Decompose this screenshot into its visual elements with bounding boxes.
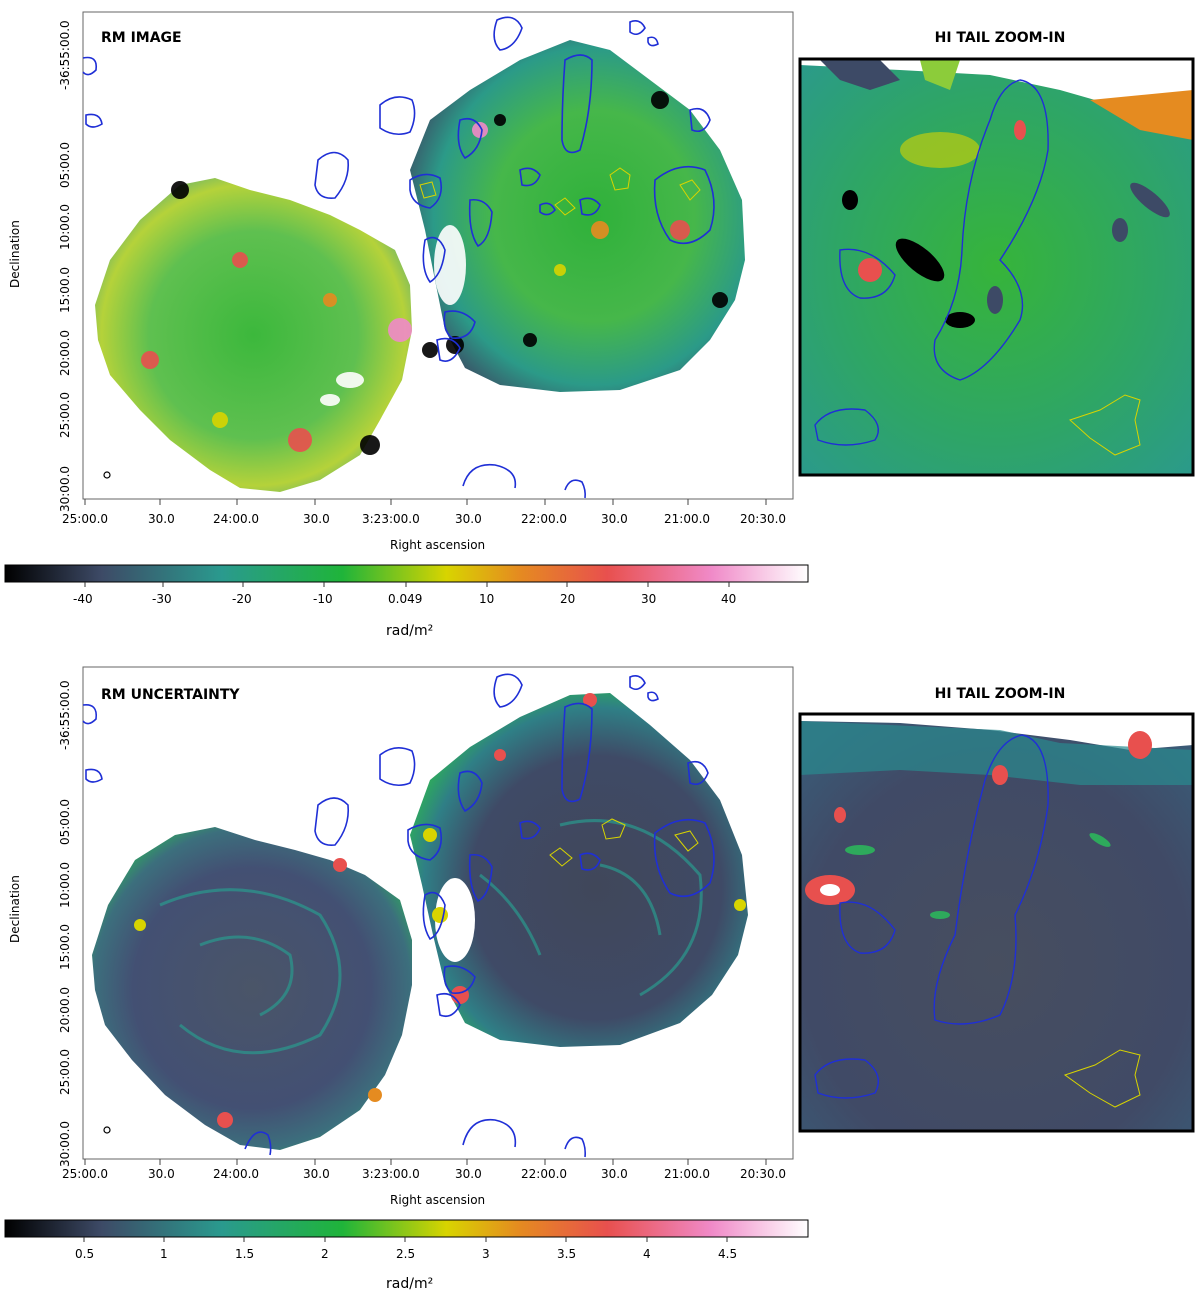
unc-colorbar-ticks <box>83 1237 728 1242</box>
rm-y-axis-label: Declination <box>8 220 22 288</box>
unc-x-tick: 25:00.0 <box>62 1167 109 1181</box>
unc-filaments <box>159 819 703 1055</box>
rm-image-figure <box>4 11 1195 587</box>
rm-inset-yellow-contour <box>1069 394 1141 456</box>
unc-y-tick: 05:00.0 <box>58 798 72 845</box>
rm-uncertainty-panel: RM UNCERTAINTY HI TAIL ZOOM-IN -36:55:00… <box>0 655 1200 1300</box>
unc-x-tick: 30.0 <box>455 1167 482 1181</box>
unc-colorbar-tick: 0.5 <box>75 1247 95 1261</box>
rm-y-tick: -36:55:00.0 <box>58 20 72 90</box>
rm-y-tick: 05:00.0 <box>58 141 72 188</box>
hi-contours <box>82 16 715 499</box>
unc-lobe-right <box>410 693 748 1047</box>
rm-colorbar-tick: 10 <box>479 592 495 606</box>
rm-y-tick: 15:00.0 <box>58 266 72 313</box>
unc-x-tick: 30.0 <box>148 1167 175 1181</box>
unc-x-tick: 30.0 <box>601 1167 628 1181</box>
rm-inset-frame <box>798 57 1195 477</box>
rm-x-tick: 30.0 <box>148 512 175 526</box>
unc-x-tick: 24:00.0 <box>213 1167 260 1181</box>
rm-x-tick: 30.0 <box>303 512 330 526</box>
unc-colorbar-tick: 1 <box>160 1247 168 1261</box>
unc-inset-yellow-contour <box>1063 1049 1141 1108</box>
unc-colorbar-tick: 4 <box>643 1247 651 1261</box>
rm-x-tick: 20:30.0 <box>740 512 787 526</box>
rm-inset-features <box>800 59 1193 328</box>
rm-x-axis-label: Right ascension <box>390 538 486 552</box>
x-tick-marks <box>84 499 767 505</box>
rm-x-tick: 21:00.0 <box>664 512 711 526</box>
rm-colorbar-tick: -40 <box>73 592 93 606</box>
unc-colorbar-tick: 2 <box>321 1247 329 1261</box>
rm-colorbar-tick: 20 <box>560 592 576 606</box>
rm-colorbar-tick: -30 <box>152 592 172 606</box>
rm-x-tick: 3:23:00.0 <box>362 512 420 526</box>
rm-uncertainty-figure <box>4 666 1195 1242</box>
rm-colorbar-tick: 0.049 <box>388 592 423 606</box>
unc-x-axis-label: Right ascension <box>390 1193 486 1207</box>
unc-yellow-contours <box>549 818 699 867</box>
unc-x-tick: 20:30.0 <box>740 1167 787 1181</box>
rm-lobe-right <box>410 40 745 392</box>
rm-x-ticks: 25:00.0 30.0 24:00.0 30.0 3:23:00.0 30.0… <box>0 512 800 528</box>
rm-colorbar-tick: -20 <box>232 592 252 606</box>
unc-colorbar-tick: 4.5 <box>718 1247 738 1261</box>
unc-y-tick: 25:00.0 <box>58 1048 72 1095</box>
rm-colorbar <box>4 564 809 583</box>
unc-y-tick: 15:00.0 <box>58 923 72 970</box>
unc-y-tick: 30:00.0 <box>58 1120 72 1167</box>
rm-colorbar-unit: rad/m² <box>386 623 434 639</box>
rm-lobe-left <box>95 178 412 492</box>
yellow-contours <box>419 167 701 216</box>
rm-inset-title: HI TAIL ZOOM-IN <box>934 30 1066 46</box>
unc-x-tick: 22:00.0 <box>521 1167 568 1181</box>
rm-colorbar-tick: 40 <box>721 592 737 606</box>
unc-y-tick: 10:00.0 <box>58 861 72 908</box>
unc-colorbar <box>4 1219 809 1238</box>
rm-panel-label: RM IMAGE <box>101 30 182 46</box>
unc-x-ticks: 25:00.0 30.0 24:00.0 30.0 3:23:00.0 30.0… <box>0 1167 800 1183</box>
unc-beam-marker <box>103 1126 111 1134</box>
rm-y-tick: 10:00.0 <box>58 203 72 250</box>
rm-colorbar-tick: -10 <box>313 592 333 606</box>
unc-panel-label: RM UNCERTAINTY <box>101 687 240 703</box>
unc-y-tick: 20:00.0 <box>58 986 72 1033</box>
unc-inset-features <box>800 714 1193 919</box>
rm-x-tick: 22:00.0 <box>521 512 568 526</box>
rm-colorbar-ticks <box>84 582 730 587</box>
unc-y-axis-label: Declination <box>8 875 22 943</box>
rm-y-tick: 25:00.0 <box>58 391 72 438</box>
unc-inset-hi-contours <box>814 734 1049 1099</box>
rm-x-tick: 24:00.0 <box>213 512 260 526</box>
unc-colorbar-tick: 3.5 <box>557 1247 577 1261</box>
beam-marker <box>103 471 111 479</box>
unc-y-tick: -36:55:00.0 <box>58 680 72 750</box>
rm-inset-hi-contours <box>814 79 1049 446</box>
rm-y-tick: 30:00.0 <box>58 465 72 512</box>
unc-x-tick-marks <box>84 1159 767 1165</box>
rm-speckles <box>141 91 728 455</box>
unc-colorbar-tick: 1.5 <box>235 1247 255 1261</box>
rm-x-tick: 30.0 <box>601 512 628 526</box>
unc-inset-frame <box>798 712 1195 1133</box>
rm-x-tick: 30.0 <box>455 512 482 526</box>
rm-image-panel: RM IMAGE HI TAIL ZOOM-IN -36:55:00.0 05:… <box>0 11 1195 639</box>
unc-colorbar-tick: 2.5 <box>396 1247 416 1261</box>
unc-x-tick: 30.0 <box>303 1167 330 1181</box>
unc-colorbar-labels: 0.5 1 1.5 2 2.5 3 3.5 4 4.5 <box>0 1247 810 1263</box>
unc-colorbar-unit: rad/m² <box>386 1276 434 1292</box>
rm-colorbar-tick: 30 <box>641 592 657 606</box>
unc-lobe-left <box>92 827 412 1150</box>
unc-x-tick: 3:23:00.0 <box>362 1167 420 1181</box>
unc-hi-contours <box>82 673 715 1158</box>
rm-colorbar-labels: -40 -30 -20 -10 0.049 10 20 30 40 <box>0 592 810 608</box>
unc-gap <box>435 878 475 962</box>
rm-x-tick: 25:00.0 <box>62 512 109 526</box>
unc-x-tick: 21:00.0 <box>664 1167 711 1181</box>
unc-colorbar-tick: 3 <box>482 1247 490 1261</box>
unc-inset-title: HI TAIL ZOOM-IN <box>934 686 1066 702</box>
rm-y-tick: 20:00.0 <box>58 329 72 376</box>
